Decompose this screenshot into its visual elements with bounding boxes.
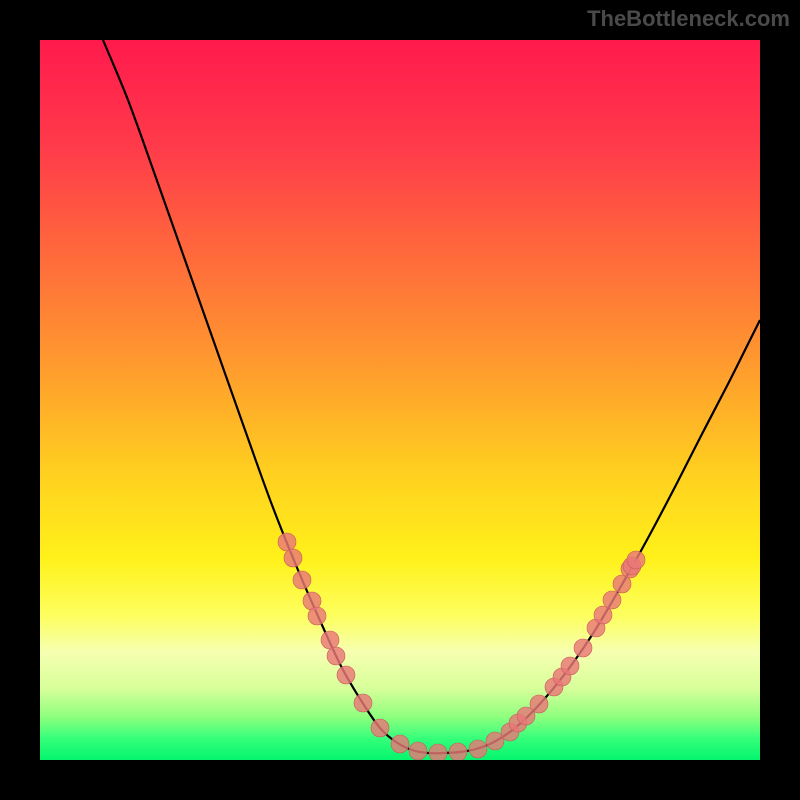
bottleneck-curve: [103, 40, 760, 753]
data-point-marker: [409, 742, 427, 760]
data-point-marker: [574, 639, 592, 657]
markers-group: [278, 533, 645, 760]
data-point-marker: [391, 735, 409, 753]
data-point-marker: [603, 591, 621, 609]
data-point-marker: [354, 694, 372, 712]
data-point-marker: [469, 740, 487, 758]
data-point-marker: [308, 607, 326, 625]
data-point-marker: [371, 719, 389, 737]
data-point-marker: [321, 631, 339, 649]
data-point-marker: [627, 551, 645, 569]
data-point-marker: [449, 743, 467, 760]
data-point-marker: [278, 533, 296, 551]
data-point-marker: [429, 744, 447, 760]
data-point-marker: [284, 549, 302, 567]
data-point-marker: [337, 666, 355, 684]
curve-layer: [40, 40, 760, 760]
data-point-marker: [327, 647, 345, 665]
data-point-marker: [561, 657, 579, 675]
data-point-marker: [530, 695, 548, 713]
plot-area: [40, 40, 760, 760]
watermark-text: TheBottleneck.com: [587, 6, 790, 32]
data-point-marker: [293, 571, 311, 589]
